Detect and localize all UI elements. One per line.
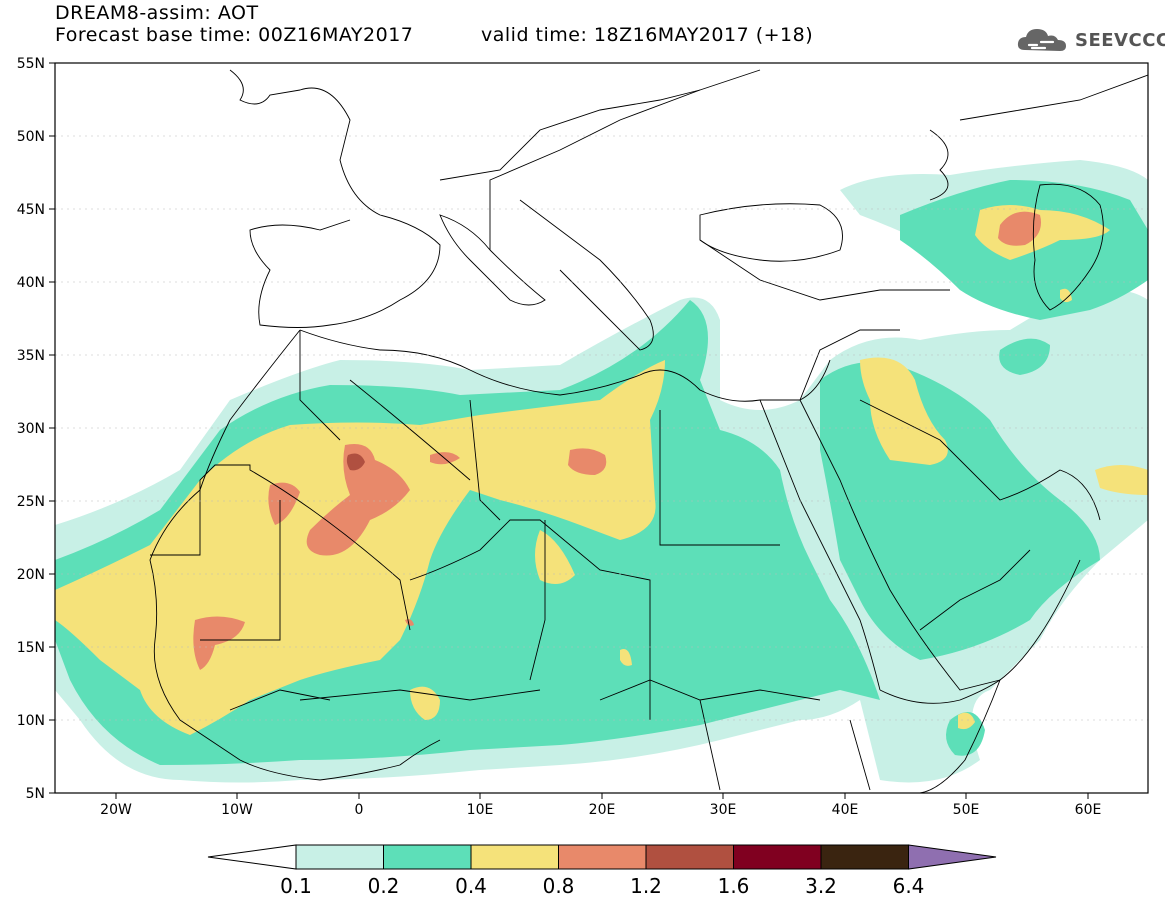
lat-label: 10N [17, 713, 45, 729]
lon-label: 20W [100, 802, 132, 818]
lat-label: 15N [17, 640, 45, 656]
logo-text: SEEVCCC [1075, 29, 1165, 51]
lon-label: 60E [1075, 802, 1102, 818]
lon-label: 20E [589, 802, 616, 818]
colorbar-swatch [733, 844, 822, 870]
colorbar [207, 844, 997, 870]
colorbar-label: 0.1 [280, 874, 312, 898]
lat-label: 40N [17, 275, 45, 291]
colorbar-label: 6.4 [893, 874, 925, 898]
aot-shading-1-2 [346, 453, 365, 471]
colorbar-low-arrow [207, 844, 297, 870]
colorbar-label: 1.6 [718, 874, 750, 898]
map-plot-area [54, 62, 1149, 794]
lat-label: 50N [17, 129, 45, 145]
map-title: DREAM8-assim: AOT [55, 2, 259, 24]
lat-label: 35N [17, 348, 45, 364]
colorbar-swatch [383, 844, 472, 870]
lon-label: 10E [467, 802, 494, 818]
colorbar-labels: 0.1 0.2 0.4 0.8 1.2 1.6 3.2 6.4 [280, 874, 924, 898]
colorbar-swatch [820, 844, 909, 870]
aot-shading-0-8 [193, 211, 1041, 670]
lat-label: 30N [17, 421, 45, 437]
longitude-labels: 20W 10W 0 10E 20E 30E 40E 50E 60E [100, 802, 1101, 818]
colorbar-label: 0.2 [368, 874, 400, 898]
lat-label: 25N [17, 494, 45, 510]
forecast-base-time: Forecast base time: 00Z16MAY2017 [55, 24, 414, 46]
lon-label: 40E [832, 802, 859, 818]
colorbar-label: 0.4 [455, 874, 487, 898]
lon-label: 50E [953, 802, 980, 818]
axis-ticks [49, 62, 1089, 799]
valid-time: valid time: 18Z16MAY2017 (+18) [481, 24, 814, 46]
colorbar-swatch [645, 844, 734, 870]
gridlines [55, 135, 1148, 721]
lon-label: 30E [710, 802, 737, 818]
seevccc-logo: SEEVCCC [1015, 20, 1165, 60]
colorbar-swatch [295, 844, 384, 870]
lat-label: 5N [26, 786, 45, 802]
colorbar-swatch [470, 844, 559, 870]
cloud-icon [1017, 29, 1066, 51]
lat-label: 45N [17, 202, 45, 218]
lat-label: 55N [17, 56, 45, 72]
lon-label: 10W [221, 802, 253, 818]
colorbar-label: 0.8 [543, 874, 575, 898]
colorbar-high-arrow [908, 844, 997, 870]
latitude-labels: 55N 50N 45N 40N 35N 30N 25N 20N 15N 10N … [17, 56, 45, 802]
colorbar-label: 3.2 [805, 874, 837, 898]
lon-label: 0 [355, 802, 364, 818]
colorbar-swatch [558, 844, 647, 870]
lat-label: 20N [17, 567, 45, 583]
coastlines-and-borders [149, 69, 1148, 793]
colorbar-label: 1.2 [630, 874, 662, 898]
